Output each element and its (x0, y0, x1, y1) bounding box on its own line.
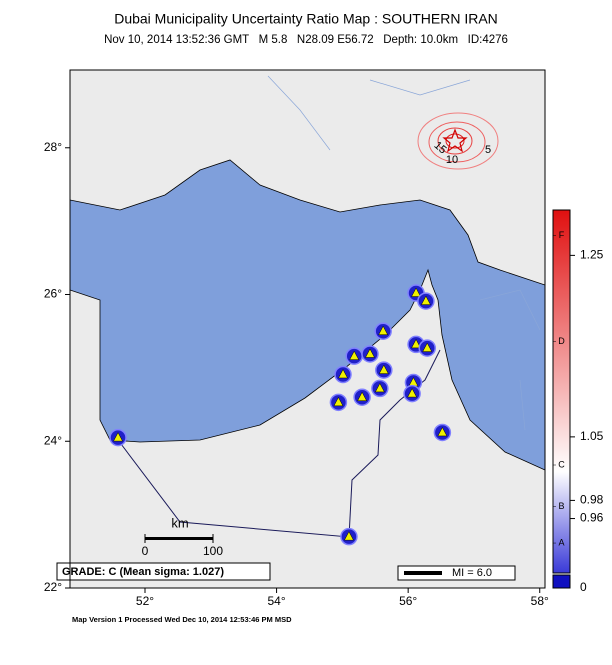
lat-tick-label: 28° (44, 140, 62, 154)
lon-tick-label: 52° (136, 594, 154, 608)
grade-box (56, 562, 271, 581)
contour (445, 133, 465, 149)
grade-label: B (558, 501, 564, 511)
colorbar (552, 209, 571, 589)
station-marker (411, 287, 421, 297)
station-marker (338, 368, 348, 379)
station-marker (421, 295, 431, 305)
footer: Map Version 1 Processed Wed Dec 10, 2014… (72, 615, 292, 624)
grade-label: D (558, 336, 565, 346)
mi-line (404, 571, 442, 575)
contour-label: 5 (485, 144, 491, 156)
epicenter-star (442, 128, 468, 153)
water (69, 159, 546, 471)
colorbar-tick-label: 1.05 (580, 429, 604, 443)
scale-end: 100 (203, 544, 223, 558)
lon-tick-label: 56° (399, 594, 417, 608)
station-marker (437, 426, 448, 437)
contour (417, 112, 499, 170)
mi-legend-box (397, 565, 516, 581)
map-frame (69, 69, 546, 589)
station-marker (374, 382, 385, 393)
grade-label: A (558, 537, 564, 547)
contour (437, 127, 473, 155)
title: Dubai Municipality Uncertainty Ratio Map… (114, 11, 498, 27)
map-area: 15 10 5 km 0 100 GRADE: C (Mean sigma: 1… (56, 69, 546, 589)
lat-tick-label: 24° (44, 433, 62, 447)
station-marker (333, 396, 344, 407)
colorbar-zero-box (552, 574, 571, 589)
station-marker (411, 338, 421, 349)
grade-text: GRADE: C (Mean sigma: 1.027) (62, 566, 224, 578)
rivers (267, 75, 541, 431)
station-marker (349, 350, 360, 360)
grade-label: C (558, 459, 565, 469)
station-marker (365, 348, 375, 358)
mi-text: MI = 6.0 (452, 567, 492, 579)
epicenter-contours: 15 10 5 (417, 112, 499, 170)
contour-label: 10 (446, 154, 458, 166)
station-marker (378, 325, 389, 335)
station-marker (378, 364, 389, 374)
subtitle: Nov 10, 2014 13:52:36 GMT M 5.8 N28.09 E… (104, 34, 508, 46)
lat-tick-label: 22° (44, 580, 62, 594)
lon-tick-label: 54° (268, 594, 286, 608)
lat-tick-label: 26° (44, 287, 62, 301)
lon-tick-label: 58° (531, 594, 549, 608)
colorbar-tick-label: 0.98 (580, 493, 604, 507)
colorbar-gradient (552, 209, 571, 574)
grade-label: F (559, 230, 565, 240)
scale-start: 0 (142, 544, 149, 558)
station-marker (113, 432, 123, 442)
scale-line (145, 537, 213, 540)
station-marker (344, 531, 354, 541)
scale-unit: km (171, 515, 188, 530)
contour (428, 121, 486, 163)
station-marker (422, 342, 433, 352)
colorbar-tick-label: 0.96 (580, 511, 604, 525)
station-marker (407, 388, 418, 398)
scale-bar: km 0 100 (142, 515, 224, 558)
station-marker (357, 391, 368, 401)
colorbar-tick-label: 1.25 (580, 248, 604, 262)
colorbar-zero-label: 0 (580, 580, 587, 594)
